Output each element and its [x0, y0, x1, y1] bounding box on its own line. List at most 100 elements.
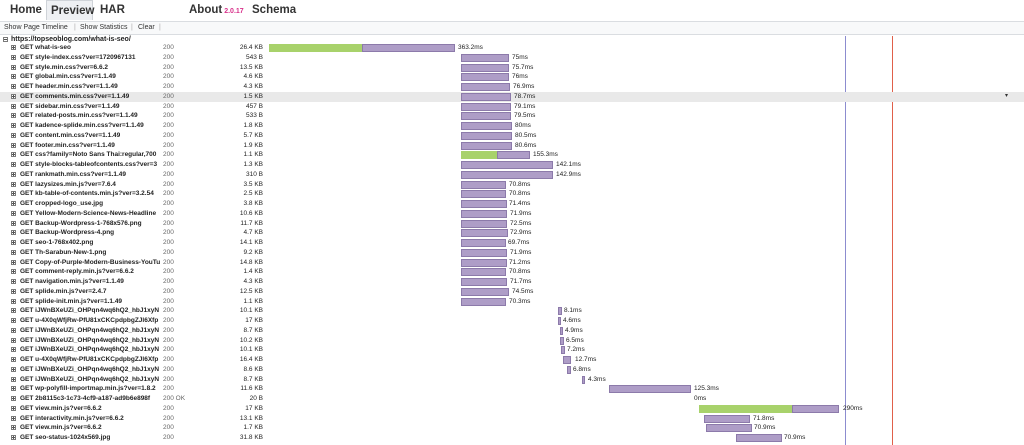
request-row[interactable]: GET header.min.css?ver=1.1.49 200 4.3 KB 76… [0, 82, 1024, 92]
expand-icon[interactable] [11, 357, 16, 362]
request-row[interactable]: GET Backup-Wordpress-1-768x576.png 200 11.… [0, 219, 1024, 229]
expand-icon[interactable] [11, 142, 16, 148]
request-row[interactable]: GET interactivity.min.js?ver=6.6.2 200 13.… [0, 414, 1024, 424]
expand-icon[interactable] [11, 132, 16, 138]
expand-icon[interactable] [11, 279, 16, 284]
expand-icon[interactable] [11, 84, 16, 89]
request-row[interactable]: GET sidebar.min.css?ver=1.1.49 200 457 B 79… [0, 102, 1024, 112]
expand-icon[interactable] [11, 230, 16, 236]
tab-preview[interactable]: Preview [46, 0, 94, 20]
expand-icon[interactable] [11, 45, 16, 50]
request-row[interactable]: GET splide-init.min.js?ver=1.1.49 200 1.1 … [0, 297, 1024, 307]
expand-icon[interactable] [11, 415, 16, 421]
request-row[interactable]: GET u-4X0qWfjRw-PfU81xCKCpdpbgZJl6Xfp 200… [0, 316, 1024, 326]
expand-icon[interactable] [11, 171, 16, 177]
expand-icon[interactable] [11, 123, 16, 128]
expand-icon[interactable] [11, 103, 16, 109]
request-row[interactable]: GET content.min.css?ver=1.1.49 200 5.7 KB 8… [0, 131, 1024, 141]
request-row[interactable]: GET style-blocks-tableofcontents.css?ver… [0, 160, 1024, 170]
expand-icon[interactable] [11, 327, 16, 333]
expand-icon[interactable] [11, 249, 16, 255]
expand-icon[interactable] [11, 435, 16, 440]
tab-home[interactable]: Home [10, 4, 42, 16]
expand-icon[interactable] [11, 386, 16, 392]
request-row[interactable]: GET cropped-logo_use.jpg 200 3.8 KB 71.4ms [0, 199, 1024, 209]
request-row[interactable]: GET rankmath.min.css?ver=1.1.49 200 310 B 1… [0, 170, 1024, 180]
request-row[interactable]: GET kb-table-of-contents.min.js?ver=3.2.… [0, 189, 1024, 199]
request-row[interactable]: GET iJWnBXeUZi_OHPqn4wq6hQ2_hbJ1xyN 200 8.… [0, 375, 1024, 385]
request-row[interactable]: GET u-4X0qWfjRw-PfU81xCKCpdpbgZJl6Xfp 200… [0, 355, 1024, 365]
expand-icon[interactable] [11, 337, 16, 343]
expand-icon[interactable] [11, 240, 16, 245]
request-row[interactable]: GET view.min.js?ver=6.6.2 200 17 KB 290ms [0, 404, 1024, 414]
request-row[interactable]: GET comments.min.css?ver=1.1.49 200 1.5 KB… [0, 91, 1024, 102]
expand-icon[interactable] [11, 162, 16, 167]
expand-icon[interactable] [11, 74, 16, 80]
page-group-row[interactable]: https://topseoblog.com/what-is-seo/ [0, 35, 131, 44]
expand-icon[interactable] [11, 376, 16, 382]
request-row[interactable]: GET iJWnBXeUZi_OHPqn4wq6hQ2_hbJ1xyN 200 10… [0, 336, 1024, 346]
expand-icon[interactable] [11, 396, 16, 401]
request-status: 200 [163, 190, 174, 198]
expand-icon[interactable] [11, 259, 16, 265]
request-row[interactable]: GET iJWnBXeUZi_OHPqn4wq6hQ2_hbJ1xyN 200 8.… [0, 326, 1024, 336]
request-row[interactable]: GET Backup-Wordpress-4.png 200 4.7 KB 72.9m… [0, 228, 1024, 238]
expand-icon[interactable] [11, 113, 16, 119]
request-row[interactable]: GET css?family=Noto Sans Thai:regular,70… [0, 150, 1024, 160]
request-row[interactable]: GET iJWnBXeUZi_OHPqn4wq6hQ2_hbJ1xyN 200 10… [0, 345, 1024, 355]
tab-about[interactable]: About 2.0.17 [189, 0, 244, 20]
expand-icon[interactable] [11, 288, 16, 294]
request-url: GET iJWnBXeUZi_OHPqn4wq6hQ2_hbJ1xyN [20, 307, 160, 315]
request-row[interactable]: GET comment-reply.min.js?ver=6.6.2 200 1.4… [0, 267, 1024, 277]
dropdown-arrow-icon[interactable]: ▾ [1004, 92, 1008, 99]
expand-icon[interactable] [11, 425, 16, 431]
request-row[interactable]: GET Yellow-Modern-Science-News-Headline 2… [0, 209, 1024, 219]
show-page-timeline-link[interactable]: Show Page Timeline [4, 24, 68, 31]
request-row[interactable]: GET iJWnBXeUZi_OHPqn4wq6hQ2_hbJ1xyN 200 8.… [0, 365, 1024, 375]
request-row[interactable]: GET kadence-splide.min.css?ver=1.1.49 200… [0, 121, 1024, 131]
collapse-icon[interactable] [3, 36, 8, 42]
request-row[interactable]: GET what-is-seo 200 26.4 KB 363.2ms [0, 43, 1024, 53]
request-row[interactable]: GET footer.min.css?ver=1.1.49 200 1.9 KB 80… [0, 141, 1024, 151]
expand-icon[interactable] [11, 191, 16, 197]
expand-icon[interactable] [11, 210, 16, 216]
show-statistics-link[interactable]: Show Statistics [80, 24, 128, 31]
request-row[interactable]: GET style.min.css?ver=6.6.2 200 13.5 KB 75.… [0, 63, 1024, 73]
request-row[interactable]: GET 2b8115c3-1c73-4cf9-a187-ad9b6e898f 20… [0, 394, 1024, 404]
expand-icon[interactable] [11, 318, 16, 323]
request-row[interactable]: GET style-index.css?ver=1720967131 200 543… [0, 53, 1024, 63]
request-row[interactable]: GET wp-polyfill-importmap.min.js?ver=1.8… [0, 384, 1024, 394]
timing-label: 125.3ms [694, 385, 719, 393]
expand-icon[interactable] [11, 298, 16, 304]
request-row[interactable]: GET view.min.js?ver=6.6.2 200 1.7 KB 70.9ms [0, 423, 1024, 433]
expand-icon[interactable] [11, 64, 16, 70]
request-size: 9.2 KB [243, 248, 263, 256]
expand-icon[interactable] [11, 366, 16, 372]
tab-har[interactable]: HAR [100, 4, 125, 16]
expand-icon[interactable] [11, 93, 16, 99]
request-row[interactable]: GET seo-1-768x402.png 200 14.1 KB 69.7ms [0, 238, 1024, 248]
request-row[interactable]: GET related-posts.min.css?ver=1.1.49 200 5… [0, 111, 1024, 121]
expand-icon[interactable] [11, 220, 16, 226]
expand-icon[interactable] [11, 347, 16, 353]
timing-receive-bar [704, 414, 750, 423]
expand-icon[interactable] [11, 181, 16, 187]
expand-icon[interactable] [11, 54, 16, 60]
expand-icon[interactable] [11, 308, 16, 314]
tab-schema[interactable]: Schema [252, 4, 297, 16]
expand-icon[interactable] [11, 405, 16, 411]
expand-icon[interactable] [11, 152, 16, 158]
request-row[interactable]: GET iJWnBXeUZi_OHPqn4wq6hQ2_hbJ1xyN 200 10… [0, 306, 1024, 316]
request-row[interactable]: GET Copy-of-Purple-Modern-Business-YouTu… [0, 258, 1024, 268]
request-row[interactable]: GET seo-status-1024x569.jpg 200 31.8 KB 70.… [0, 433, 1024, 443]
request-row[interactable]: GET lazysizes.min.js?ver=7.6.4 200 3.5 KB 7… [0, 180, 1024, 190]
request-row[interactable]: GET global.min.css?ver=1.1.49 200 4.6 KB 76… [0, 72, 1024, 82]
request-row[interactable]: GET Th-Sarabun-New-1.png 200 9.2 KB 71.9ms [0, 248, 1024, 258]
expand-icon[interactable] [11, 201, 16, 206]
expand-icon[interactable] [11, 269, 16, 275]
request-url: GET header.min.css?ver=1.1.49 [20, 83, 118, 90]
clear-link[interactable]: Clear [138, 24, 155, 31]
request-row[interactable]: GET splide.min.js?ver=2.4.7 200 12.5 KB 74.… [0, 287, 1024, 297]
request-url: GET u-4X0qWfjRw-PfU81xCKCpdpbgZJl6Xfp [20, 317, 159, 324]
request-row[interactable]: GET navigation.min.js?ver=1.1.49 200 4.3 K… [0, 277, 1024, 287]
